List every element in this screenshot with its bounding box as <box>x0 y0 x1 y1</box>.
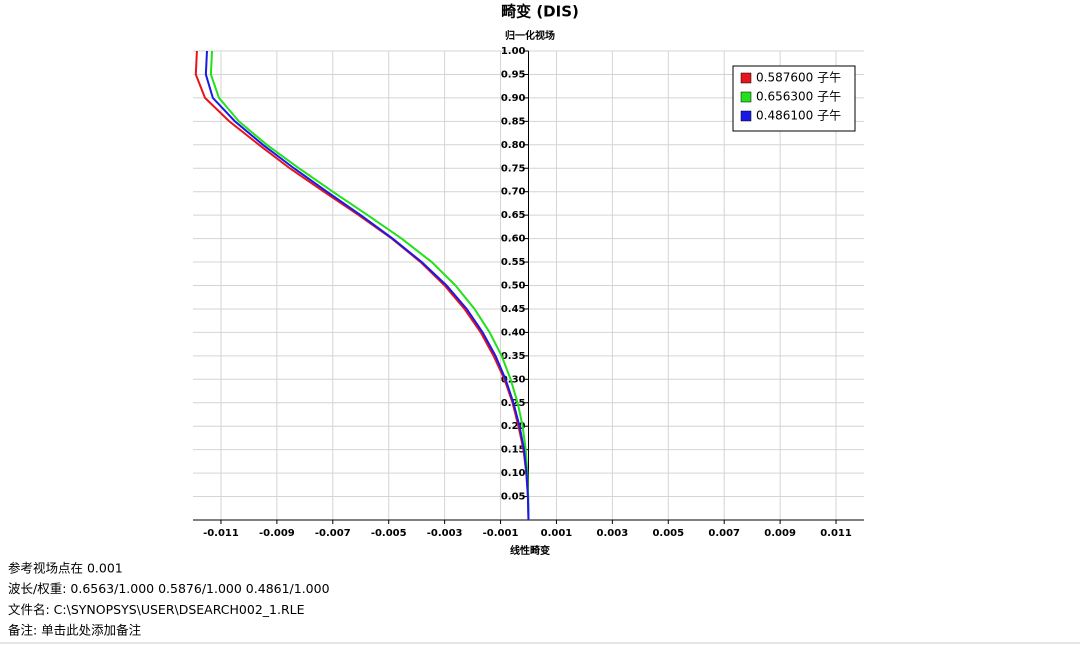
x-tick-label: 0.005 <box>652 528 684 539</box>
y-tick-label: 0.65 <box>501 210 526 221</box>
x-axis-title: 线性畸变 <box>510 544 550 557</box>
y-tick-label: 0.75 <box>501 163 526 174</box>
x-tick-label: 0.007 <box>708 528 740 539</box>
x-tick-label: 0.009 <box>764 528 796 539</box>
y-tick-label: 0.10 <box>501 468 526 479</box>
footer-note: 波长/权重: 0.6563/1.000 0.5876/1.000 0.4861/… <box>8 581 330 596</box>
x-tick-label: -0.009 <box>259 528 295 539</box>
y-tick-label: 0.70 <box>501 187 526 198</box>
x-tick-label: 0.001 <box>541 528 573 539</box>
y-tick-label: 0.20 <box>501 421 526 432</box>
footer-note: 文件名: C:\SYNOPSYS\USER\DSEARCH002_1.RLE <box>8 602 305 617</box>
chart-title: 畸变 (DIS) <box>501 3 579 21</box>
legend-swatch <box>740 110 752 122</box>
y-tick-label: 0.85 <box>501 116 526 127</box>
y-tick-label: 0.30 <box>501 374 526 385</box>
y-tick-label: 0.45 <box>501 304 526 315</box>
y-tick-label: 0.60 <box>501 234 526 245</box>
y-tick-label: 0.50 <box>501 281 526 292</box>
y-tick-label: 0.40 <box>501 327 526 338</box>
x-tick-label: -0.011 <box>203 528 239 539</box>
x-tick-label: -0.003 <box>427 528 463 539</box>
series-line <box>204 50 530 521</box>
x-tick-label: -0.007 <box>315 528 351 539</box>
legend-box <box>732 65 856 132</box>
y-tick-label: 0.55 <box>501 257 526 268</box>
series-line <box>209 50 530 521</box>
legend-label: 0.486100 子午 <box>756 109 841 123</box>
y-tick-label: 0.80 <box>501 140 526 151</box>
x-tick-label: -0.001 <box>483 528 519 539</box>
y-tick-label: 0.05 <box>501 492 526 503</box>
footer-note: 参考视场点在 0.001 <box>8 561 123 576</box>
legend-swatch <box>740 72 752 84</box>
legend-swatch <box>740 91 752 103</box>
legend-label: 0.656300 子午 <box>756 90 841 104</box>
x-tick-label: -0.005 <box>371 528 407 539</box>
y-tick-label: 0.95 <box>501 69 526 80</box>
y-tick-label: 0.90 <box>501 93 526 104</box>
footer-note: 备注: 单击此处添加备注 <box>8 623 142 638</box>
y-tick-label: 0.35 <box>501 351 526 362</box>
y-tick-label: 0.15 <box>501 445 526 456</box>
x-tick-label: 0.011 <box>820 528 852 539</box>
y-axis-title: 归一化视场 <box>505 29 555 42</box>
y-tick-label: 1.00 <box>501 46 526 57</box>
legend-label: 0.587600 子午 <box>756 71 841 85</box>
x-tick-label: 0.003 <box>597 528 629 539</box>
